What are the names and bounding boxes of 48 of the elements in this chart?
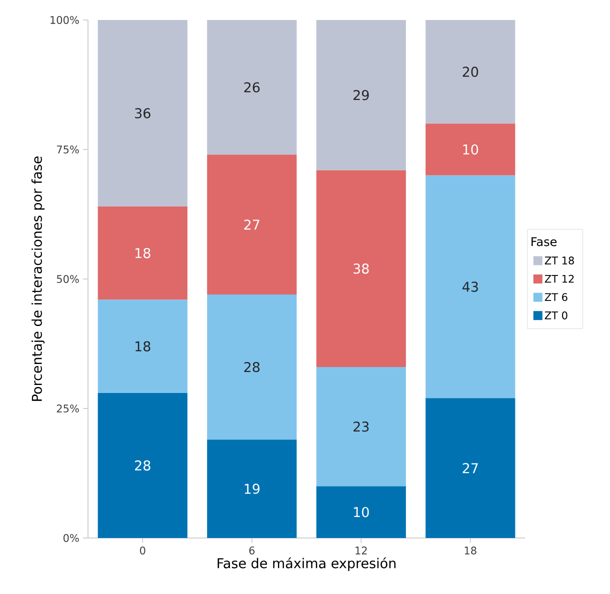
y-tick-label: 100% xyxy=(50,16,79,24)
data-label: 19 xyxy=(244,484,260,494)
bar xyxy=(98,392,188,538)
y-tick-label: 75% xyxy=(56,146,79,154)
y-tick-label: 50% xyxy=(56,275,79,283)
bar xyxy=(207,154,297,295)
bar xyxy=(316,367,406,486)
x-axis-title: Fase de máxima expresión xyxy=(218,557,396,571)
bar xyxy=(426,124,516,176)
legend-label: ZT 12 xyxy=(544,274,574,283)
y-tick-label: 25% xyxy=(56,404,79,412)
bar xyxy=(207,440,297,538)
legend-label: ZT 18 xyxy=(544,256,574,264)
data-label: 26 xyxy=(244,82,260,92)
data-label: 27 xyxy=(244,220,260,230)
data-label: 20 xyxy=(462,66,478,77)
bar xyxy=(426,20,516,124)
x-tick-label: 18 xyxy=(464,546,476,554)
data-label: 18 xyxy=(136,248,150,258)
bar xyxy=(316,20,406,170)
data-label: 27 xyxy=(462,463,478,474)
bar xyxy=(426,398,516,538)
data-label: 29 xyxy=(354,90,369,100)
data-label: 10 xyxy=(354,506,369,518)
data-label: 18 xyxy=(136,341,150,352)
bar xyxy=(207,294,297,440)
data-label: 23 xyxy=(354,422,369,432)
data-label: 10 xyxy=(463,144,478,155)
bar xyxy=(316,170,406,368)
data-label: 28 xyxy=(135,460,150,471)
bar xyxy=(316,486,406,538)
data-label: 28 xyxy=(244,362,260,372)
legend-label: ZT 0 xyxy=(544,311,568,320)
data-label: 36 xyxy=(135,108,150,118)
y-tick-label: 0% xyxy=(64,534,79,542)
legend-label: ZT 6 xyxy=(544,293,568,302)
x-tick-label: 6 xyxy=(249,546,255,554)
bar xyxy=(207,20,297,155)
bar xyxy=(98,300,188,393)
legend-title: Fase xyxy=(532,237,557,246)
bar xyxy=(98,206,188,300)
data-label: 38 xyxy=(354,264,369,274)
bar xyxy=(98,20,188,206)
bar xyxy=(426,175,516,398)
y-axis-title: Porcentaje de interacciones por fase xyxy=(32,156,45,401)
x-tick-label: 12 xyxy=(356,546,367,554)
x-tick-label: 0 xyxy=(140,546,146,554)
data-label: 43 xyxy=(462,282,478,292)
